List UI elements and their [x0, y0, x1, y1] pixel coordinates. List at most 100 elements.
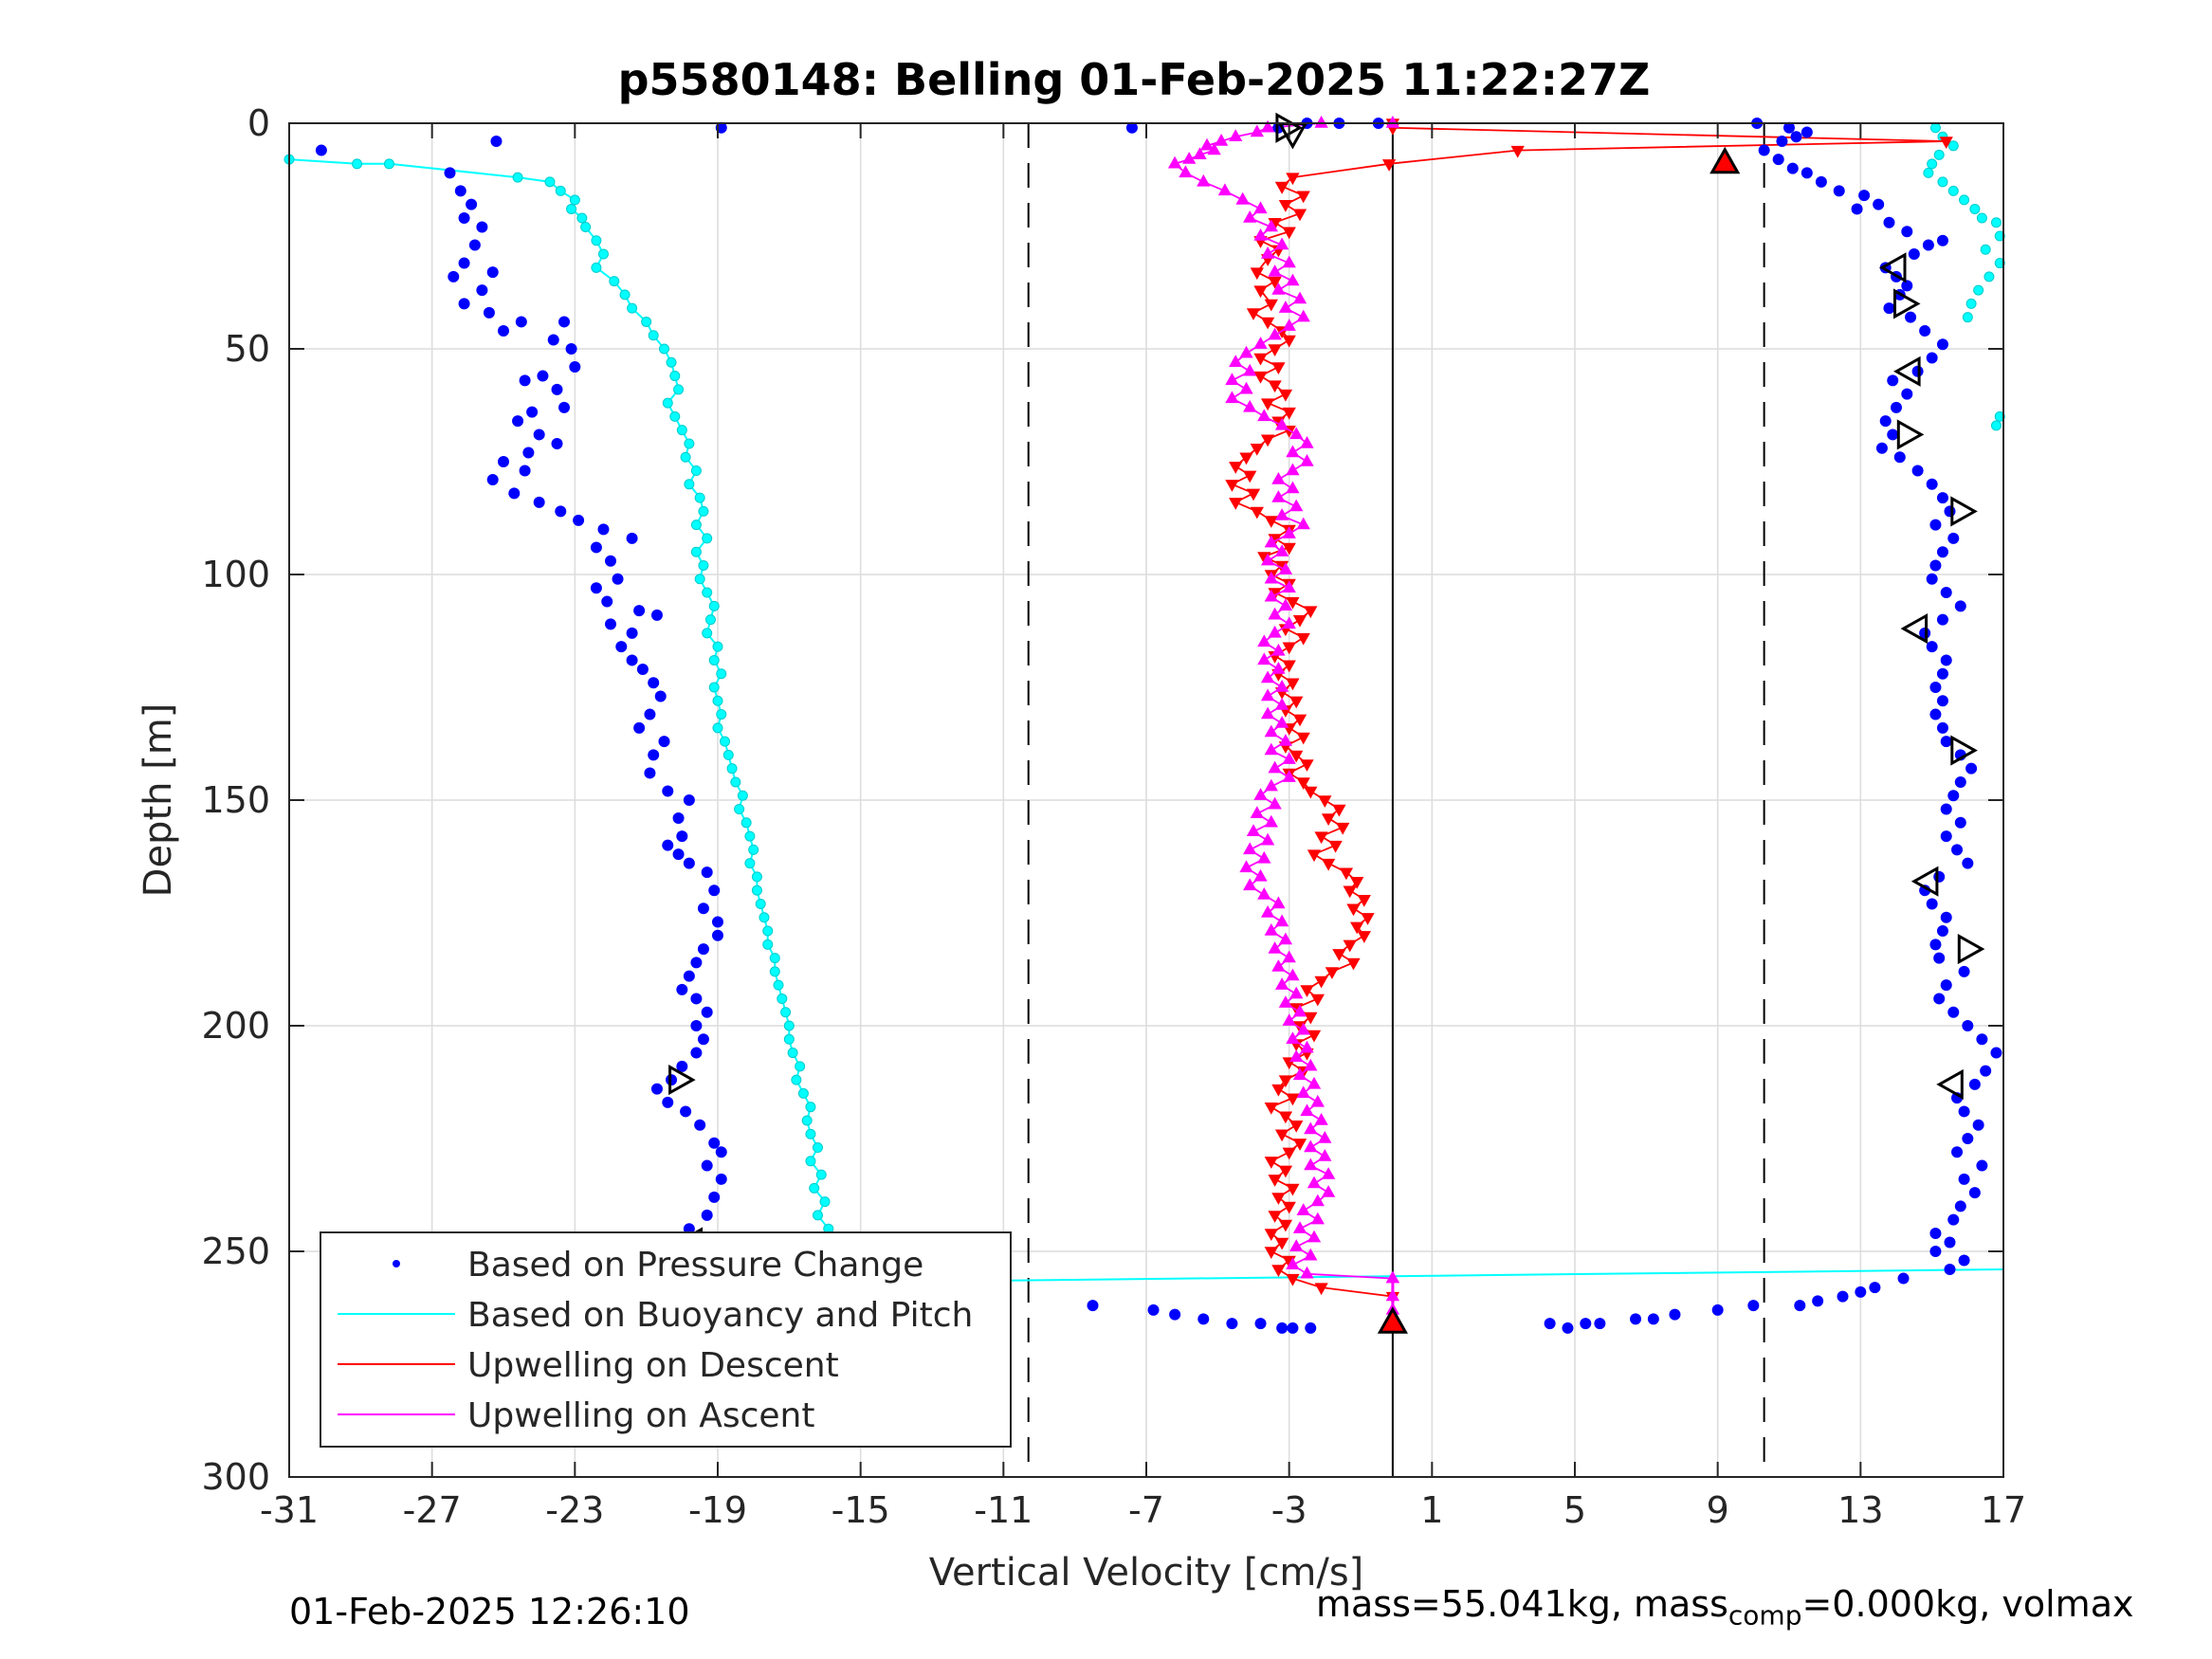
pressure-point — [1908, 248, 1920, 261]
ascent-point — [1260, 670, 1275, 684]
ascent-point — [1307, 1176, 1322, 1189]
pressure-point — [680, 1105, 692, 1118]
buoyancy-point — [698, 559, 709, 571]
buoyancy-point — [734, 804, 745, 815]
descent-point — [1336, 822, 1350, 835]
pressure-point — [1790, 131, 1802, 143]
buoyancy-point — [702, 587, 713, 598]
pressure-point — [683, 794, 695, 806]
buoyancy-point — [1947, 185, 1959, 196]
pressure-point — [626, 627, 638, 639]
pressure-point — [676, 1060, 688, 1072]
buoyancy-point — [690, 520, 702, 531]
buoyancy-point — [648, 330, 659, 341]
x-tick-label: -11 — [974, 1489, 1033, 1531]
buoyancy-point — [769, 953, 780, 964]
pressure-point — [648, 677, 660, 689]
legend-label: Upwelling on Descent — [467, 1346, 839, 1385]
red-triangle-marker — [1709, 146, 1741, 174]
ascent-point — [1199, 137, 1215, 151]
pressure-point — [1647, 1313, 1659, 1325]
pressure-point — [1801, 126, 1813, 138]
descent-point — [1289, 1121, 1304, 1133]
ascent-point — [1385, 1270, 1400, 1284]
ascent-point — [1282, 770, 1296, 782]
pressure-point — [1858, 190, 1871, 202]
pressure-point — [1965, 762, 1978, 775]
pressure-point — [537, 370, 549, 382]
pressure-point — [1940, 654, 1952, 666]
ascent-point — [1257, 409, 1271, 422]
ascent-point — [1321, 1185, 1336, 1197]
descent-point — [1357, 931, 1371, 943]
ascent-point — [1239, 860, 1253, 873]
ascent-point — [1243, 363, 1257, 376]
descent-point — [1243, 470, 1257, 483]
descent-point — [1304, 606, 1318, 619]
pressure-point — [644, 767, 656, 779]
buoyancy-point — [1965, 298, 1977, 309]
pressure-point — [1947, 790, 1960, 802]
ascent-point — [1282, 526, 1296, 538]
pressure-point — [1926, 641, 1938, 653]
pressure-point — [454, 185, 466, 197]
buoyancy-point — [702, 533, 713, 544]
ascent-point — [1300, 453, 1314, 466]
pressure-point — [547, 334, 559, 346]
descent-point — [1328, 840, 1343, 853]
descent-point — [1346, 903, 1361, 917]
buoyancy-point — [512, 172, 523, 183]
descent-point — [1289, 696, 1304, 709]
ascent-point — [1385, 1288, 1400, 1302]
pressure-point — [555, 505, 567, 518]
pressure-point — [1905, 311, 1917, 323]
buoyancy-point — [1994, 258, 2005, 269]
buoyancy-point — [673, 384, 685, 395]
ascent-point — [1239, 381, 1253, 394]
ascent-point — [1253, 788, 1268, 800]
x-tick-label: 1 — [1420, 1489, 1443, 1531]
descent-point — [1278, 200, 1293, 212]
ascent-point — [1274, 697, 1289, 710]
pressure-point — [601, 595, 613, 608]
pressure-point — [1954, 600, 1966, 612]
ascent-point — [1214, 133, 1229, 146]
ascent-point — [1264, 922, 1278, 936]
descent-point — [1264, 1157, 1278, 1169]
open-triangle-marker — [1900, 613, 1929, 645]
timestamp-text: 01-Feb-2025 12:26:10 — [289, 1591, 690, 1632]
descent-point — [1225, 480, 1239, 492]
open-triangle-marker — [1936, 1068, 1964, 1100]
buoyancy-point — [780, 1007, 792, 1018]
buoyancy-point — [797, 1087, 809, 1099]
buoyancy-point — [1994, 230, 2005, 242]
pressure-point — [1786, 162, 1799, 174]
ascent-point — [1268, 264, 1282, 277]
pressure-point — [476, 221, 488, 233]
pressure-point — [1940, 911, 1952, 923]
descent-point — [1271, 1265, 1286, 1278]
pressure-point — [1197, 1313, 1210, 1325]
descent-point — [1289, 750, 1304, 763]
pressure-point — [1936, 925, 1948, 938]
buoyancy-point — [751, 884, 762, 896]
pressure-point — [1929, 682, 1942, 693]
buoyancy-point — [712, 722, 723, 734]
pressure-point — [1940, 979, 1952, 992]
open-triangle-marker — [668, 1065, 696, 1096]
descent-point — [1350, 921, 1364, 935]
ascent-point — [1225, 391, 1239, 404]
pressure-point — [1976, 1159, 1988, 1172]
descent-point — [1510, 145, 1525, 158]
pressure-point — [672, 812, 685, 825]
descent-point — [1271, 362, 1286, 375]
pressure-point — [498, 324, 509, 337]
pressure-point — [662, 785, 674, 797]
buoyancy-point — [702, 628, 713, 639]
descent-point — [1278, 1075, 1293, 1088]
buoyancy-point — [694, 492, 705, 503]
buoyancy-point — [1973, 284, 1984, 296]
pressure-point — [1951, 844, 1964, 856]
ascent-point — [1307, 1076, 1322, 1089]
descent-point — [1229, 462, 1243, 474]
